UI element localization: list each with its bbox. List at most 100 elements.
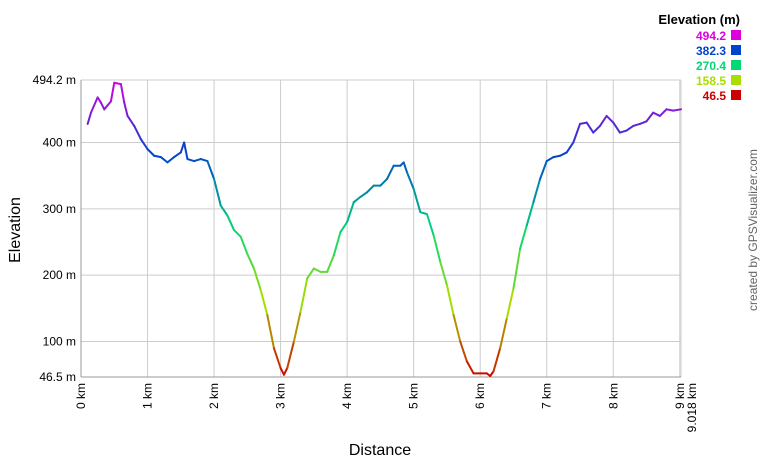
elevation-segment — [545, 156, 555, 163]
elevation-segment — [153, 154, 162, 159]
elevation-segment — [445, 284, 455, 316]
elevation-segment — [266, 313, 275, 350]
elevation-segment — [219, 204, 229, 217]
x-tick-label: 2 km — [207, 383, 221, 409]
x-tick-label: 4 km — [340, 383, 354, 409]
elevation-segment — [492, 347, 502, 373]
elevation-segment — [525, 201, 535, 227]
x-tick-label: 0 km — [74, 383, 88, 409]
elevation-segment — [173, 151, 182, 159]
elevation-segment — [645, 111, 655, 123]
elevation-segment — [539, 160, 548, 180]
elevation-segment — [166, 156, 176, 164]
elevation-segment — [638, 120, 648, 125]
elevation-segment — [598, 114, 608, 127]
elevation-segment — [402, 161, 409, 174]
elevation-segment — [672, 108, 682, 112]
elevation-segment — [452, 313, 462, 343]
elevation-segment — [206, 160, 216, 180]
legend-swatch — [731, 90, 741, 100]
elevation-segment — [406, 171, 415, 190]
y-tick-label: 46.5 m — [39, 370, 76, 384]
elevation-segment — [652, 111, 661, 117]
y-tick-label: 100 m — [43, 335, 76, 349]
elevation-segment — [109, 81, 116, 103]
elevation-segment — [139, 138, 149, 151]
elevation-segment — [425, 213, 435, 237]
elevation-segment — [286, 340, 295, 370]
elevation-segment — [419, 211, 428, 216]
legend-value: 494.2 — [696, 29, 726, 43]
legend-value: 270.4 — [696, 59, 726, 73]
legend-title: Elevation (m) — [658, 12, 740, 27]
elevation-segment — [183, 141, 189, 161]
x-tick-label: 6 km — [473, 383, 487, 409]
legend-swatch — [731, 45, 741, 55]
elevation-segment — [282, 367, 289, 376]
x-tick-label: 9 km — [673, 383, 687, 409]
legend-swatch — [731, 60, 741, 70]
elevation-segment — [505, 287, 515, 320]
elevation-segment — [359, 191, 369, 198]
elevation-segment — [272, 347, 282, 370]
elevation-segment — [605, 114, 615, 124]
elevation-segment — [252, 267, 262, 291]
elevation-segment — [366, 184, 375, 194]
elevation-segment — [86, 111, 92, 125]
elevation-segment — [346, 201, 355, 224]
elevation-segment — [99, 101, 106, 111]
elevation-segment — [123, 101, 129, 117]
elevation-segment — [96, 96, 102, 104]
elevation-segment — [259, 288, 269, 316]
elevation-segment — [499, 317, 508, 350]
legend-swatch — [731, 30, 741, 40]
elevation-segment — [239, 235, 249, 255]
elevation-segment — [412, 187, 422, 214]
elevation-segment — [312, 267, 322, 273]
x-axis-label: Distance — [349, 442, 411, 459]
elevation-segment — [665, 108, 675, 112]
elevation-segment — [512, 247, 522, 290]
elevation-segment — [552, 154, 562, 159]
elevation-segment — [559, 151, 568, 157]
elevation-segment — [89, 96, 99, 114]
y-tick-label: 300 m — [43, 202, 76, 216]
elevation-segment — [585, 121, 595, 134]
credit: created by GPSVisualizer.com — [746, 149, 760, 311]
elevation-segment — [246, 252, 255, 270]
elevation-segment — [592, 124, 601, 134]
elevation-segment — [439, 260, 448, 287]
elevation-segment — [432, 234, 442, 263]
elevation-segment — [658, 108, 668, 117]
elevation-segment — [632, 122, 641, 127]
elevation-segment — [379, 177, 389, 187]
elevation-segment — [565, 141, 575, 154]
elevation-segment — [386, 164, 395, 180]
elevation-segment — [326, 254, 335, 273]
y-tick-label: 400 m — [43, 135, 76, 149]
elevation-segment — [306, 267, 315, 280]
elevation-segment — [572, 122, 582, 144]
elevation-segment — [618, 129, 628, 134]
elevation-segment — [213, 177, 222, 207]
elevation-segment — [146, 148, 156, 157]
elevation-segment — [292, 310, 302, 343]
x-tick-label: 9.018 km — [685, 383, 699, 432]
x-tick-label: 7 km — [540, 383, 554, 409]
elevation-segment — [199, 158, 209, 163]
x-tick-label: 3 km — [274, 383, 288, 409]
elevation-segment — [119, 83, 126, 104]
elevation-segment — [339, 221, 349, 234]
elevation-segment — [186, 158, 196, 163]
legend-value: 382.3 — [696, 44, 726, 58]
elevation-segment — [299, 277, 309, 313]
elevation-segment — [352, 195, 362, 204]
elevation-segment — [459, 340, 468, 363]
elevation-segment — [579, 121, 588, 125]
legend-swatch — [731, 75, 741, 85]
elevation-segment — [226, 214, 236, 232]
y-axis-label: Elevation — [7, 197, 24, 263]
elevation-segment — [133, 124, 142, 141]
